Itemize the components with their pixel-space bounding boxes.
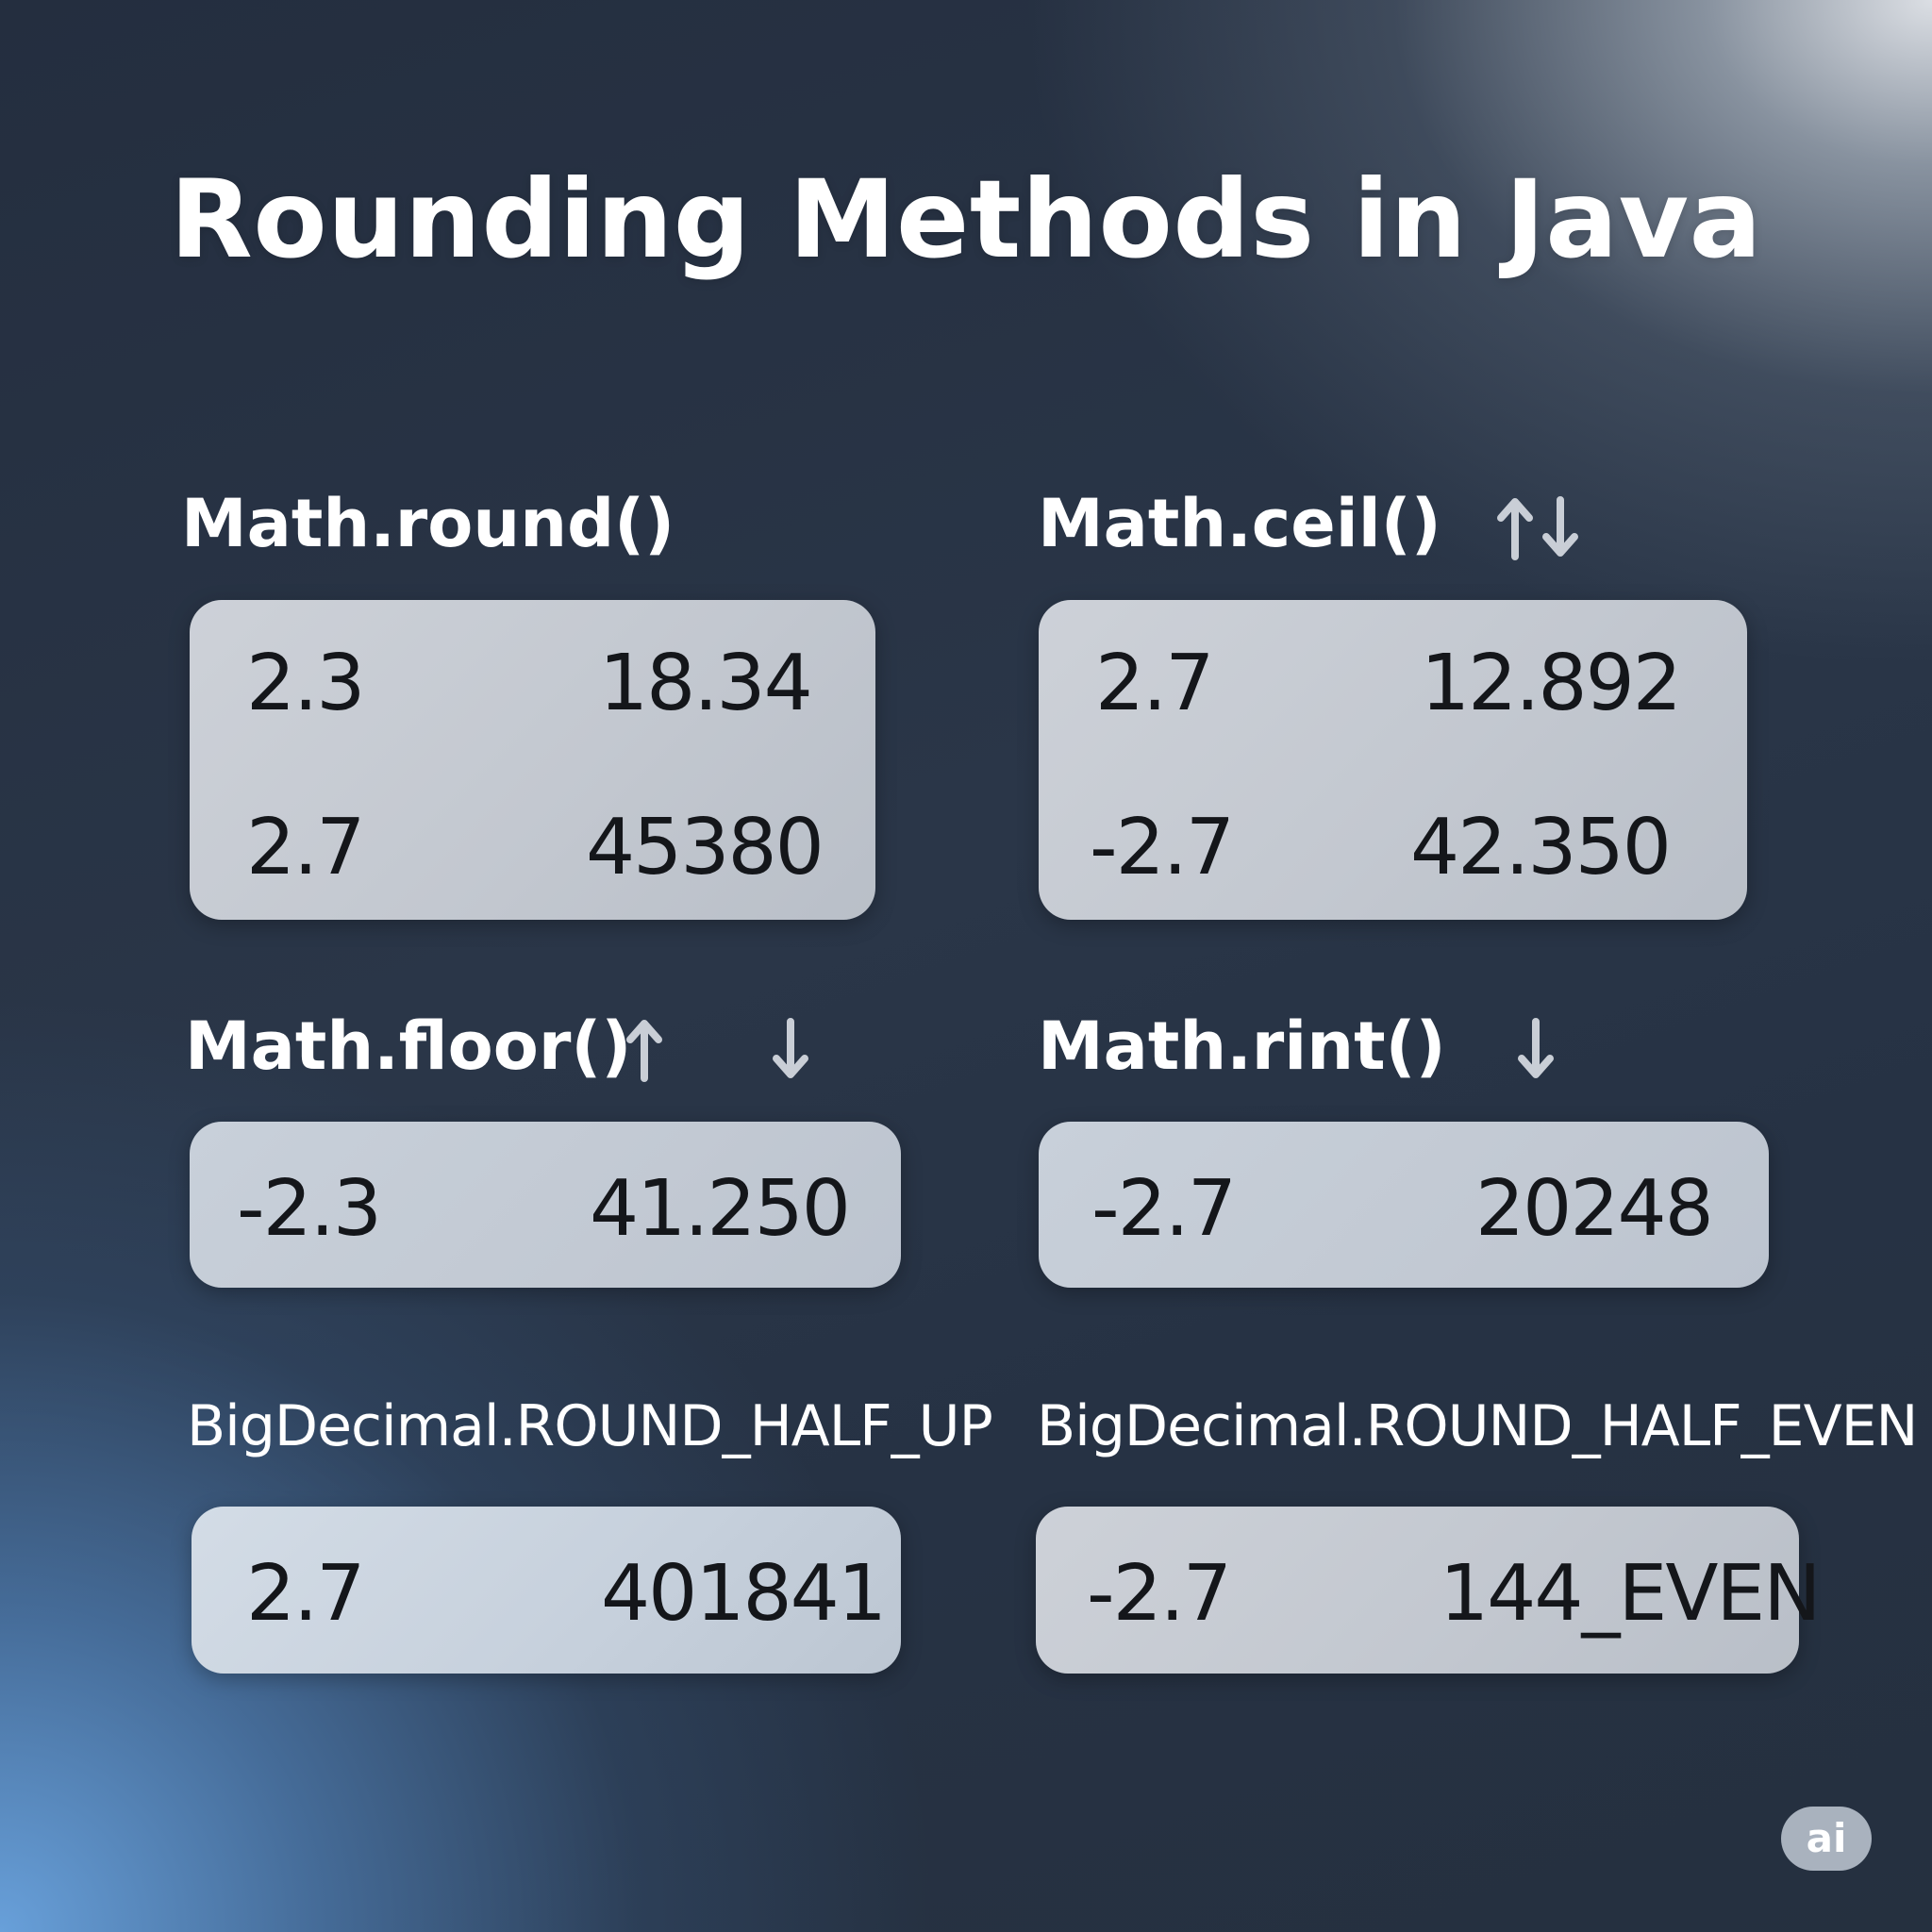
value-card-round-half-even: -2.7 144_EVEN — [1036, 1507, 1822, 1674]
result-value: 12.892 — [1421, 639, 1682, 728]
method-name: BigDecimal.ROUND_HALF_EVEN — [1037, 1393, 1918, 1459]
result-value: 18.34 — [599, 639, 813, 728]
ai-badge: ai — [1781, 1807, 1872, 1871]
method-name: Math.ceil() — [1038, 485, 1441, 562]
method-name: Math.rint() — [1038, 1008, 1446, 1085]
arrow-down-icon — [1542, 496, 1578, 557]
input-value: -2.3 — [237, 1164, 382, 1254]
arrow-up-icon — [626, 1020, 662, 1082]
input-value: 2.7 — [246, 803, 365, 892]
method-heading-round-half-up: BigDecimal.ROUND_HALF_UP — [187, 1393, 993, 1459]
value-card-math-ceil: 2.7 12.892 -2.7 42.350 — [1039, 600, 1747, 920]
arrow-down-icon — [1518, 1018, 1554, 1078]
input-value: 2.7 — [1095, 639, 1214, 728]
input-value: 2.3 — [246, 639, 365, 728]
method-heading-math-floor: Math.floor() — [185, 1013, 631, 1079]
value-card-math-round: 2.3 18.34 2.7 45380 — [190, 600, 875, 920]
result-value: 401841 — [601, 1549, 887, 1639]
page-title: Rounding Methods in Java — [170, 157, 1762, 282]
method-heading-math-round: Math.round() — [181, 491, 675, 557]
result-value: 20248 — [1475, 1164, 1714, 1254]
arrow-down-icon — [773, 1018, 808, 1078]
result-value: 144_EVEN — [1440, 1549, 1822, 1639]
method-heading-round-half-even: BigDecimal.ROUND_HALF_EVEN — [1037, 1393, 1918, 1459]
input-value: -2.7 — [1090, 803, 1235, 892]
value-card-math-rint: -2.7 20248 — [1039, 1122, 1769, 1288]
result-value: 41.250 — [590, 1164, 851, 1254]
method-heading-math-rint: Math.rint() — [1038, 1013, 1446, 1079]
input-value: -2.7 — [1087, 1549, 1232, 1639]
method-name: Math.floor() — [185, 1008, 632, 1085]
input-value: -2.7 — [1091, 1164, 1237, 1254]
method-name: Math.round() — [181, 485, 675, 562]
input-value: 2.7 — [246, 1549, 365, 1639]
value-card-math-floor: -2.3 41.250 — [190, 1122, 901, 1288]
value-card-round-half-up: 2.7 401841 — [192, 1507, 901, 1674]
method-heading-math-ceil: Math.ceil() — [1038, 491, 1441, 557]
method-name: BigDecimal.ROUND_HALF_UP — [187, 1393, 993, 1459]
arrow-up-icon — [1497, 498, 1533, 560]
result-value: 42.350 — [1410, 803, 1672, 892]
result-value: 45380 — [586, 803, 824, 892]
